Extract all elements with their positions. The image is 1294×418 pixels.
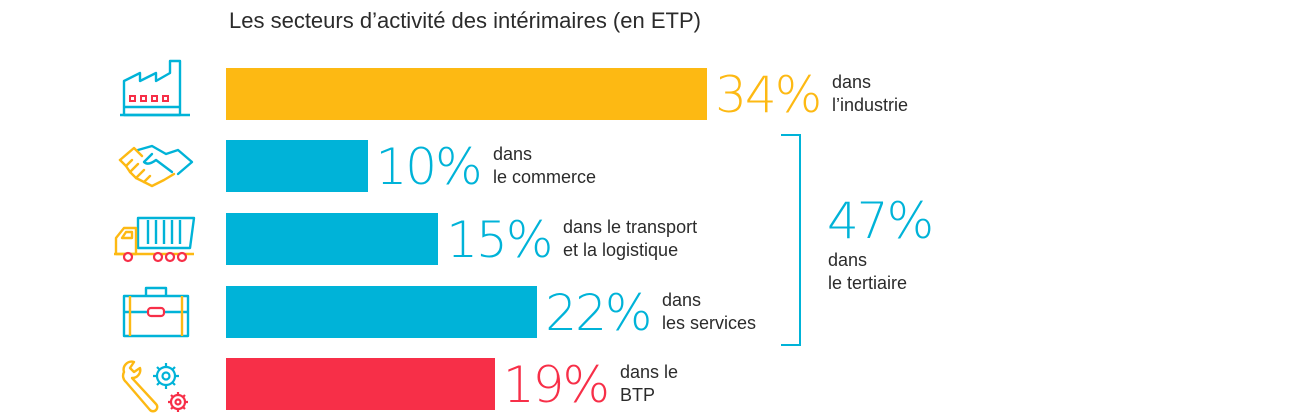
group-percentage-label: 47%	[827, 192, 934, 250]
category-label-btp: dans le BTP	[620, 362, 679, 405]
group-description: dans le tertiaire	[828, 250, 908, 293]
value-label-commerce: 10%	[375, 138, 483, 196]
handshake-icon	[118, 144, 194, 188]
bar-industrie	[226, 68, 708, 120]
truck-icon	[114, 216, 196, 263]
bar-commerce	[226, 140, 368, 192]
wrench-gears-icon	[121, 360, 188, 413]
value-label-transport: 15%	[446, 211, 553, 269]
factory-icon	[120, 59, 190, 117]
value-label-industrie: 34%	[715, 66, 822, 124]
category-label-industrie: dans l’industrie	[832, 72, 909, 115]
tertiary-bracket	[781, 134, 801, 346]
category-label-transport: dans le transport et la logistique	[563, 217, 698, 260]
bar-services	[226, 286, 538, 338]
value-label-btp: 19%	[502, 356, 610, 414]
bar-transport	[226, 213, 439, 265]
bar-btp	[226, 358, 495, 410]
value-label-services: 22%	[545, 284, 652, 342]
category-label-services: dans les services	[662, 290, 757, 333]
toolbox-icon	[122, 286, 190, 338]
category-label-commerce: dans le commerce	[493, 144, 597, 187]
chart-title: Les secteurs d’activité des intérimaires…	[229, 8, 701, 33]
